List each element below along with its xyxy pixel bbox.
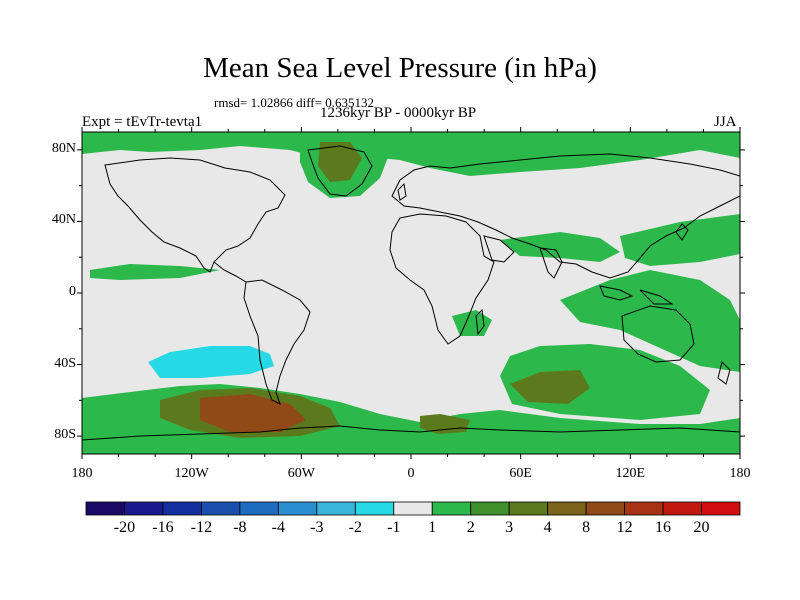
- colorbar-swatch: [662, 501, 702, 516]
- experiment-label: Expt = tEvTr-tevta1: [82, 114, 203, 130]
- colorbar-label: 1: [428, 519, 437, 536]
- coastlines: [82, 145, 740, 441]
- period-label: 1236kyr BP - 0000kyr BP: [320, 105, 477, 121]
- colorbar-swatch: [239, 501, 279, 516]
- plot-title: Mean Sea Level Pressure (in hPa): [203, 52, 597, 84]
- colorbar-swatch: [701, 501, 741, 516]
- colorbar-swatch: [124, 501, 164, 516]
- lat-label: 80S: [54, 427, 76, 443]
- lat-label: 80N: [51, 140, 76, 156]
- colorbar-swatch: [85, 501, 125, 516]
- colorbar-label: 12: [616, 519, 633, 536]
- colorbar-label: -12: [190, 519, 213, 536]
- anomaly-core-greenland: [318, 142, 362, 182]
- lat-label: 40N: [51, 212, 76, 228]
- colorbar-label: 16: [655, 519, 672, 536]
- colorbar-label: -20: [113, 519, 136, 536]
- lat-label: 40S: [54, 355, 76, 371]
- anomaly-region-arctic: [82, 132, 740, 176]
- colorbar-label: 3: [505, 519, 514, 536]
- colorbar-label: -16: [152, 519, 174, 536]
- colorbar-swatch: [431, 501, 472, 516]
- colorbar-label: 20: [693, 519, 710, 536]
- lon-label: 120E: [615, 466, 646, 481]
- colorbar-swatch: [624, 501, 664, 516]
- colorbar-swatch: [393, 501, 433, 516]
- colorbar-label: 8: [582, 519, 591, 536]
- anomaly-region-north-pacific-band: [90, 264, 220, 280]
- colorbar-swatch: [201, 501, 241, 516]
- lon-label: 120W: [174, 466, 209, 481]
- map-panel: [82, 132, 740, 454]
- colorbar-swatch: [585, 501, 625, 516]
- colorbar-label: 4: [543, 519, 552, 536]
- season-label: JJA: [714, 114, 737, 130]
- colorbar: [85, 501, 741, 516]
- anomaly-core-south-indian: [510, 370, 590, 404]
- colorbar-label: -2: [348, 519, 362, 536]
- anomaly-region-west-pacific: [620, 214, 740, 266]
- colorbar-swatch: [508, 501, 549, 516]
- anomaly-region-indo-pacific: [560, 270, 740, 372]
- colorbar-swatch: [316, 501, 356, 516]
- lat-label: 0: [69, 284, 76, 299]
- lon-label: 180: [71, 466, 93, 481]
- colorbar-label: -8: [233, 519, 247, 536]
- lon-label: 0: [407, 466, 415, 481]
- colorbar-swatch: [162, 501, 202, 516]
- lon-label: 180: [729, 466, 751, 481]
- colorbar-label: -1: [387, 519, 401, 536]
- colorbar-swatch: [547, 501, 587, 516]
- colorbar-label: -4: [271, 519, 285, 536]
- stats-label: rmsd= 1.02866 diff= 0.635132: [214, 95, 374, 110]
- colorbar-label: 2: [466, 519, 475, 536]
- negative-anomaly-south-pacific: [148, 346, 274, 378]
- anomaly-region-madagascar: [452, 310, 492, 336]
- colorbar-swatch: [277, 501, 318, 516]
- lon-label: 60E: [509, 466, 532, 481]
- lon-label: 60W: [287, 466, 315, 481]
- anomaly-region-weddell: [420, 414, 470, 434]
- anomaly-region-arabia: [500, 232, 620, 262]
- colorbar-swatch: [470, 501, 510, 516]
- colorbar-label: -3: [310, 519, 324, 536]
- colorbar-swatch: [354, 501, 395, 516]
- axis-ticks: [77, 127, 745, 459]
